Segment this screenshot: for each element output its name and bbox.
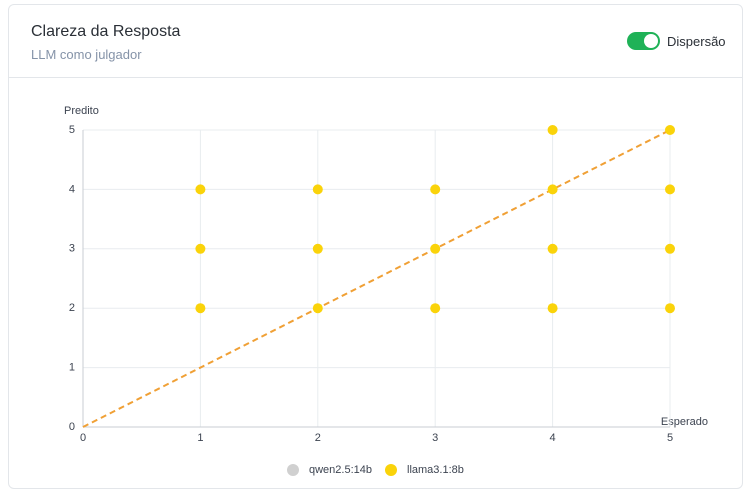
y-axis-label: Predito [64, 105, 99, 117]
x-tick-label: 3 [432, 432, 438, 444]
y-tick-label: 4 [69, 183, 75, 195]
y-tick-label: 5 [69, 124, 75, 136]
card-header: Clareza da Resposta LLM como julgador Di… [9, 5, 742, 78]
legend-label[interactable]: qwen2.5:14b [309, 464, 372, 476]
card-subtitle: LLM como julgador [31, 47, 142, 62]
scatter-point [665, 303, 675, 314]
scatter-point [430, 184, 441, 195]
scatter-point [665, 125, 675, 135]
y-tick-label: 1 [69, 362, 75, 374]
legend-marker[interactable] [385, 464, 397, 476]
toggle-label[interactable]: Dispersão [667, 34, 726, 49]
card: Clareza da Resposta LLM como julgador Di… [8, 4, 743, 489]
x-tick-label: 5 [667, 432, 673, 444]
x-tick-label: 2 [315, 432, 321, 444]
scatter-point [665, 243, 675, 254]
scatter-point [547, 125, 558, 135]
y-tick-label: 0 [69, 421, 75, 433]
legend-marker[interactable] [287, 464, 299, 476]
scatter-point [312, 184, 323, 195]
y-tick-label: 3 [69, 243, 75, 255]
x-axis-label: Esperado [661, 416, 708, 428]
scatter-point [547, 243, 558, 254]
scatter-point [195, 184, 206, 195]
scatter-point [195, 243, 206, 254]
toggle-switch[interactable] [627, 32, 660, 50]
diagonal-line [82, 129, 671, 428]
x-tick-label: 0 [80, 432, 86, 444]
y-tick-label: 2 [69, 302, 75, 314]
scatter-point [547, 303, 558, 314]
scatter-point [547, 184, 558, 195]
x-tick-label: 4 [550, 432, 556, 444]
card-title: Clareza da Resposta [31, 23, 181, 40]
scatter-point [430, 303, 441, 314]
legend-label[interactable]: llama3.1:8b [407, 464, 464, 476]
scatter-point [312, 243, 323, 254]
scatter-point [195, 303, 206, 314]
scatter-point [312, 303, 323, 314]
x-tick-label: 1 [197, 432, 203, 444]
scatter-point [665, 184, 675, 195]
scatter-point [430, 243, 441, 254]
